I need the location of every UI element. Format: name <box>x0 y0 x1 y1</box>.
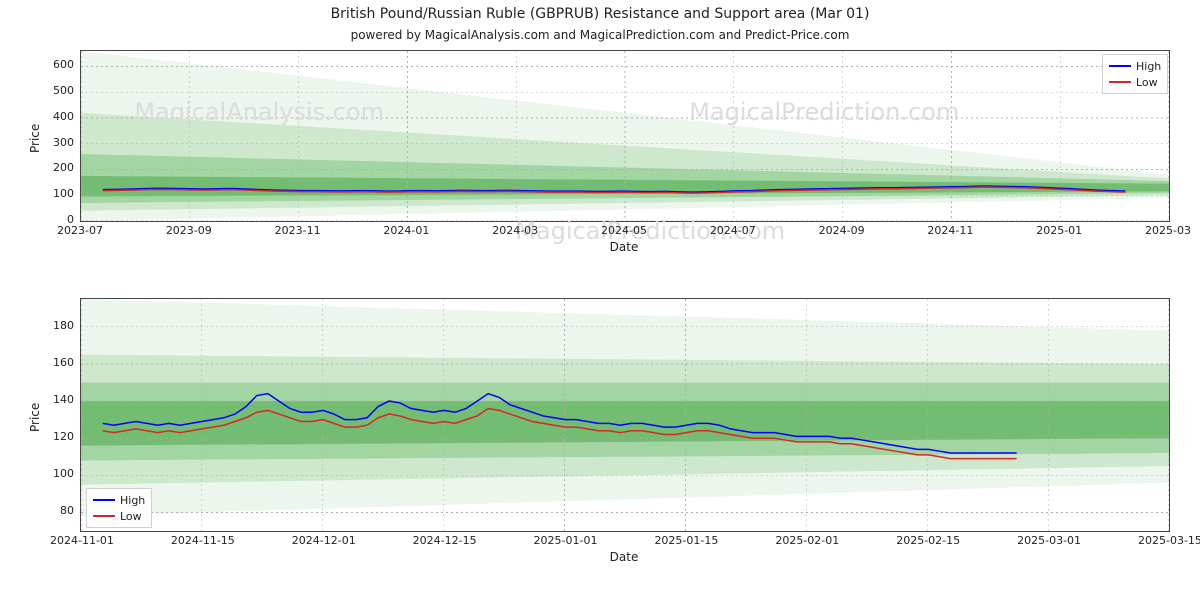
top-legend: High Low <box>1102 54 1168 94</box>
y-tick-label: 600 <box>53 58 74 71</box>
x-tick-label: 2023-09 <box>159 224 219 237</box>
y-tick-label: 80 <box>60 504 74 517</box>
legend-swatch <box>93 515 115 517</box>
bottom-chart-panel <box>80 298 1170 532</box>
top-y-axis-label: Price <box>28 124 42 153</box>
x-tick-label: 2024-01 <box>376 224 436 237</box>
legend-swatch <box>1109 81 1131 83</box>
x-tick-label: 2024-12-15 <box>413 534 473 547</box>
x-tick-label: 2024-11 <box>920 224 980 237</box>
bottom-x-axis-label: Date <box>80 550 1168 564</box>
x-tick-label: 2024-11-01 <box>50 534 110 547</box>
x-tick-label: 2025-01-15 <box>654 534 714 547</box>
x-tick-label: 2024-03 <box>485 224 545 237</box>
x-tick-label: 2024-09 <box>812 224 872 237</box>
x-tick-label: 2023-11 <box>268 224 328 237</box>
x-tick-label: 2024-12-01 <box>292 534 352 547</box>
x-tick-label: 2025-03-01 <box>1017 534 1077 547</box>
legend-swatch <box>93 499 115 501</box>
page-title: British Pound/Russian Ruble (GBPRUB) Res… <box>0 6 1200 22</box>
bottom-legend: High Low <box>86 488 152 528</box>
x-tick-label: 2025-03-15 <box>1138 534 1198 547</box>
y-tick-label: 100 <box>53 467 74 480</box>
x-tick-label: 2023-07 <box>50 224 110 237</box>
x-tick-label: 2024-11-15 <box>171 534 231 547</box>
y-tick-label: 500 <box>53 84 74 97</box>
page-subtitle: powered by MagicalAnalysis.com and Magic… <box>0 28 1200 42</box>
y-tick-label: 180 <box>53 319 74 332</box>
legend-swatch <box>1109 65 1131 67</box>
y-tick-label: 300 <box>53 136 74 149</box>
top-x-axis-label: Date <box>80 240 1168 254</box>
y-tick-label: 140 <box>53 393 74 406</box>
x-tick-label: 2025-02-15 <box>896 534 956 547</box>
legend-label: Low <box>120 510 142 523</box>
legend-item: Low <box>1109 74 1161 90</box>
x-tick-label: 2025-03 <box>1138 224 1198 237</box>
y-tick-label: 400 <box>53 110 74 123</box>
bottom-y-axis-label: Price <box>28 403 42 432</box>
top-chart-panel <box>80 50 1170 222</box>
legend-label: High <box>120 494 145 507</box>
chart-svg <box>81 51 1169 221</box>
x-tick-label: 2025-01-01 <box>534 534 594 547</box>
legend-label: Low <box>1136 76 1158 89</box>
y-tick-label: 100 <box>53 187 74 200</box>
chart-page: British Pound/Russian Ruble (GBPRUB) Res… <box>0 0 1200 600</box>
y-tick-label: 120 <box>53 430 74 443</box>
x-tick-label: 2025-01 <box>1029 224 1089 237</box>
legend-item: High <box>93 492 145 508</box>
legend-item: Low <box>93 508 145 524</box>
y-tick-label: 160 <box>53 356 74 369</box>
legend-item: High <box>1109 58 1161 74</box>
x-tick-label: 2025-02-01 <box>775 534 835 547</box>
legend-label: High <box>1136 60 1161 73</box>
y-tick-label: 200 <box>53 161 74 174</box>
x-tick-label: 2024-05 <box>594 224 654 237</box>
x-tick-label: 2024-07 <box>703 224 763 237</box>
chart-svg <box>81 299 1169 531</box>
